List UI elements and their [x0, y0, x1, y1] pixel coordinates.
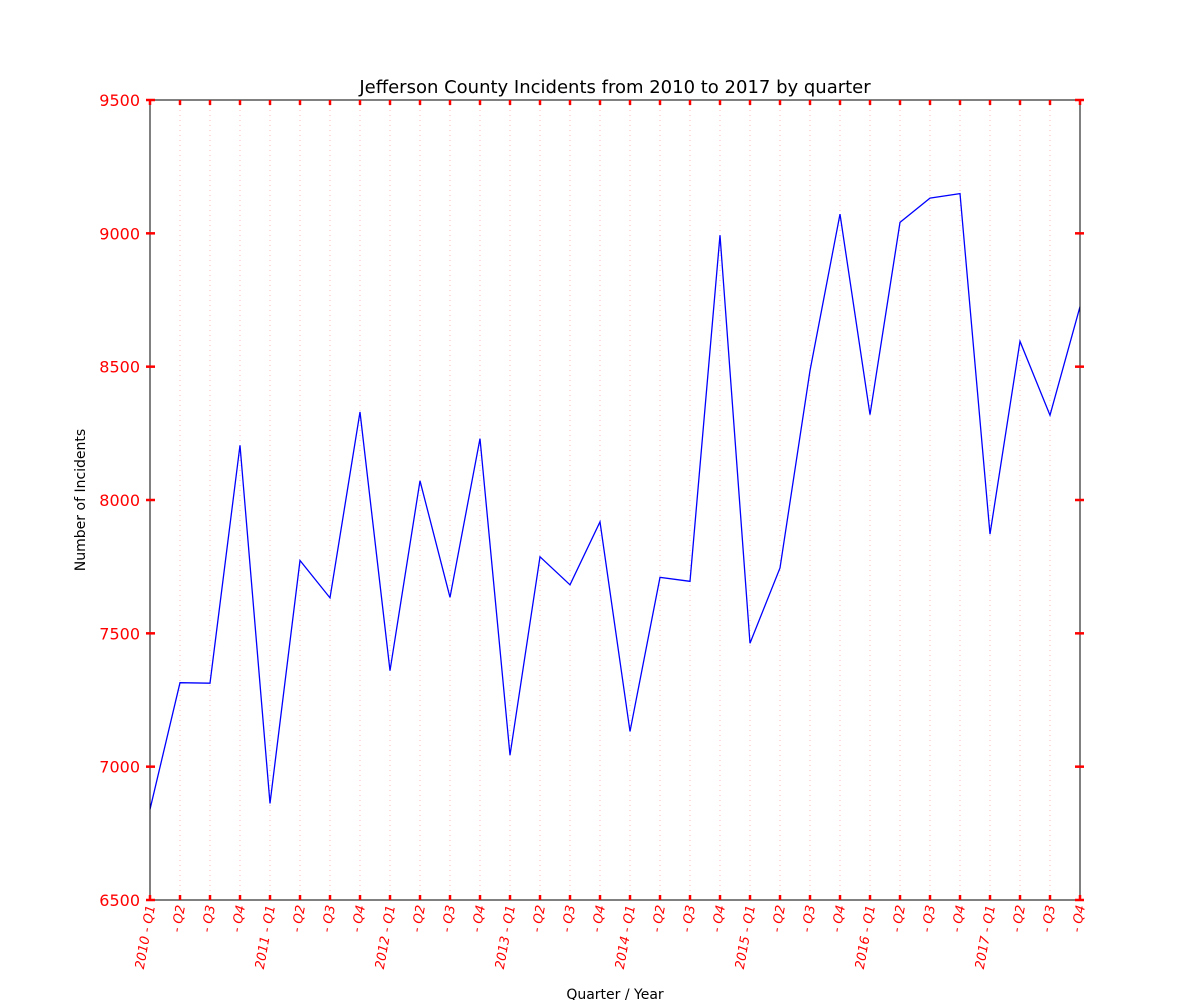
data-point [359, 411, 362, 414]
data-point [539, 555, 542, 558]
data-point [269, 802, 272, 805]
x-axis-label: Quarter / Year [566, 987, 664, 1000]
data-point [809, 369, 812, 372]
y-tick-label: 7500 [99, 624, 140, 643]
x-tick-label: - Q2 [289, 904, 309, 934]
data-point [209, 682, 212, 685]
data-point [659, 576, 662, 579]
x-tick-label: - Q3 [919, 904, 939, 934]
data-point [959, 192, 962, 195]
series-layer [149, 192, 1081, 810]
x-tick-label: - Q4 [1069, 904, 1089, 934]
data-point [899, 221, 902, 224]
y-tick-label: 9000 [99, 224, 140, 243]
data-point [869, 413, 872, 416]
x-tick-label: - Q2 [889, 904, 909, 934]
x-tick-label: - Q4 [829, 904, 849, 934]
x-tick-label: - Q4 [589, 904, 609, 934]
data-point [689, 580, 692, 583]
data-point [419, 479, 422, 482]
data-point [989, 533, 992, 536]
data-point [749, 642, 752, 645]
data-point [1019, 340, 1022, 343]
x-tick-label: - Q4 [229, 904, 249, 934]
data-point [629, 730, 632, 733]
data-point [929, 197, 932, 200]
x-tick-label: - Q3 [799, 904, 819, 934]
y-tick-label: 6500 [99, 891, 140, 910]
data-point [599, 520, 602, 523]
x-tick-label: - Q2 [649, 904, 669, 934]
data-point [179, 681, 182, 684]
chart-title: Jefferson County Incidents from 2010 to … [358, 77, 871, 98]
x-tick-label: - Q2 [1009, 904, 1029, 934]
x-tick-label: - Q2 [769, 904, 789, 934]
y-tick-label: 9500 [99, 91, 140, 110]
y-tick-label: 8500 [99, 358, 140, 377]
series-line [149, 192, 1081, 810]
x-tick-label: - Q3 [679, 904, 699, 934]
data-point [329, 596, 332, 599]
data-point [389, 669, 392, 672]
grid-lines [179, 100, 1051, 900]
data-point [239, 444, 242, 447]
y-axis-label: Number of Incidents [73, 429, 89, 571]
y-tick-label: 7000 [99, 758, 140, 777]
data-point [509, 754, 512, 757]
x-tick-label: - Q4 [709, 904, 729, 934]
data-point [839, 213, 842, 216]
x-tick-label: - Q3 [1039, 904, 1059, 934]
y-tick-label: 8000 [99, 491, 140, 510]
x-tick-label: - Q4 [949, 904, 969, 934]
x-tick-label: - Q3 [319, 904, 339, 934]
data-point [779, 567, 782, 570]
x-tick-label: - Q2 [169, 904, 189, 934]
x-tick-label: - Q3 [439, 904, 459, 934]
data-point [449, 596, 452, 599]
data-point [479, 437, 482, 440]
data-point [299, 559, 302, 562]
x-tick-label: - Q3 [559, 904, 579, 934]
data-point [719, 234, 722, 237]
data-point [569, 583, 572, 586]
x-tick-label: - Q2 [529, 904, 549, 934]
data-point [1049, 414, 1052, 417]
x-tick-label: - Q4 [469, 904, 489, 934]
x-tick-label: - Q2 [409, 904, 429, 934]
x-tick-label: - Q4 [349, 904, 369, 934]
x-tick-label: - Q3 [199, 904, 219, 934]
